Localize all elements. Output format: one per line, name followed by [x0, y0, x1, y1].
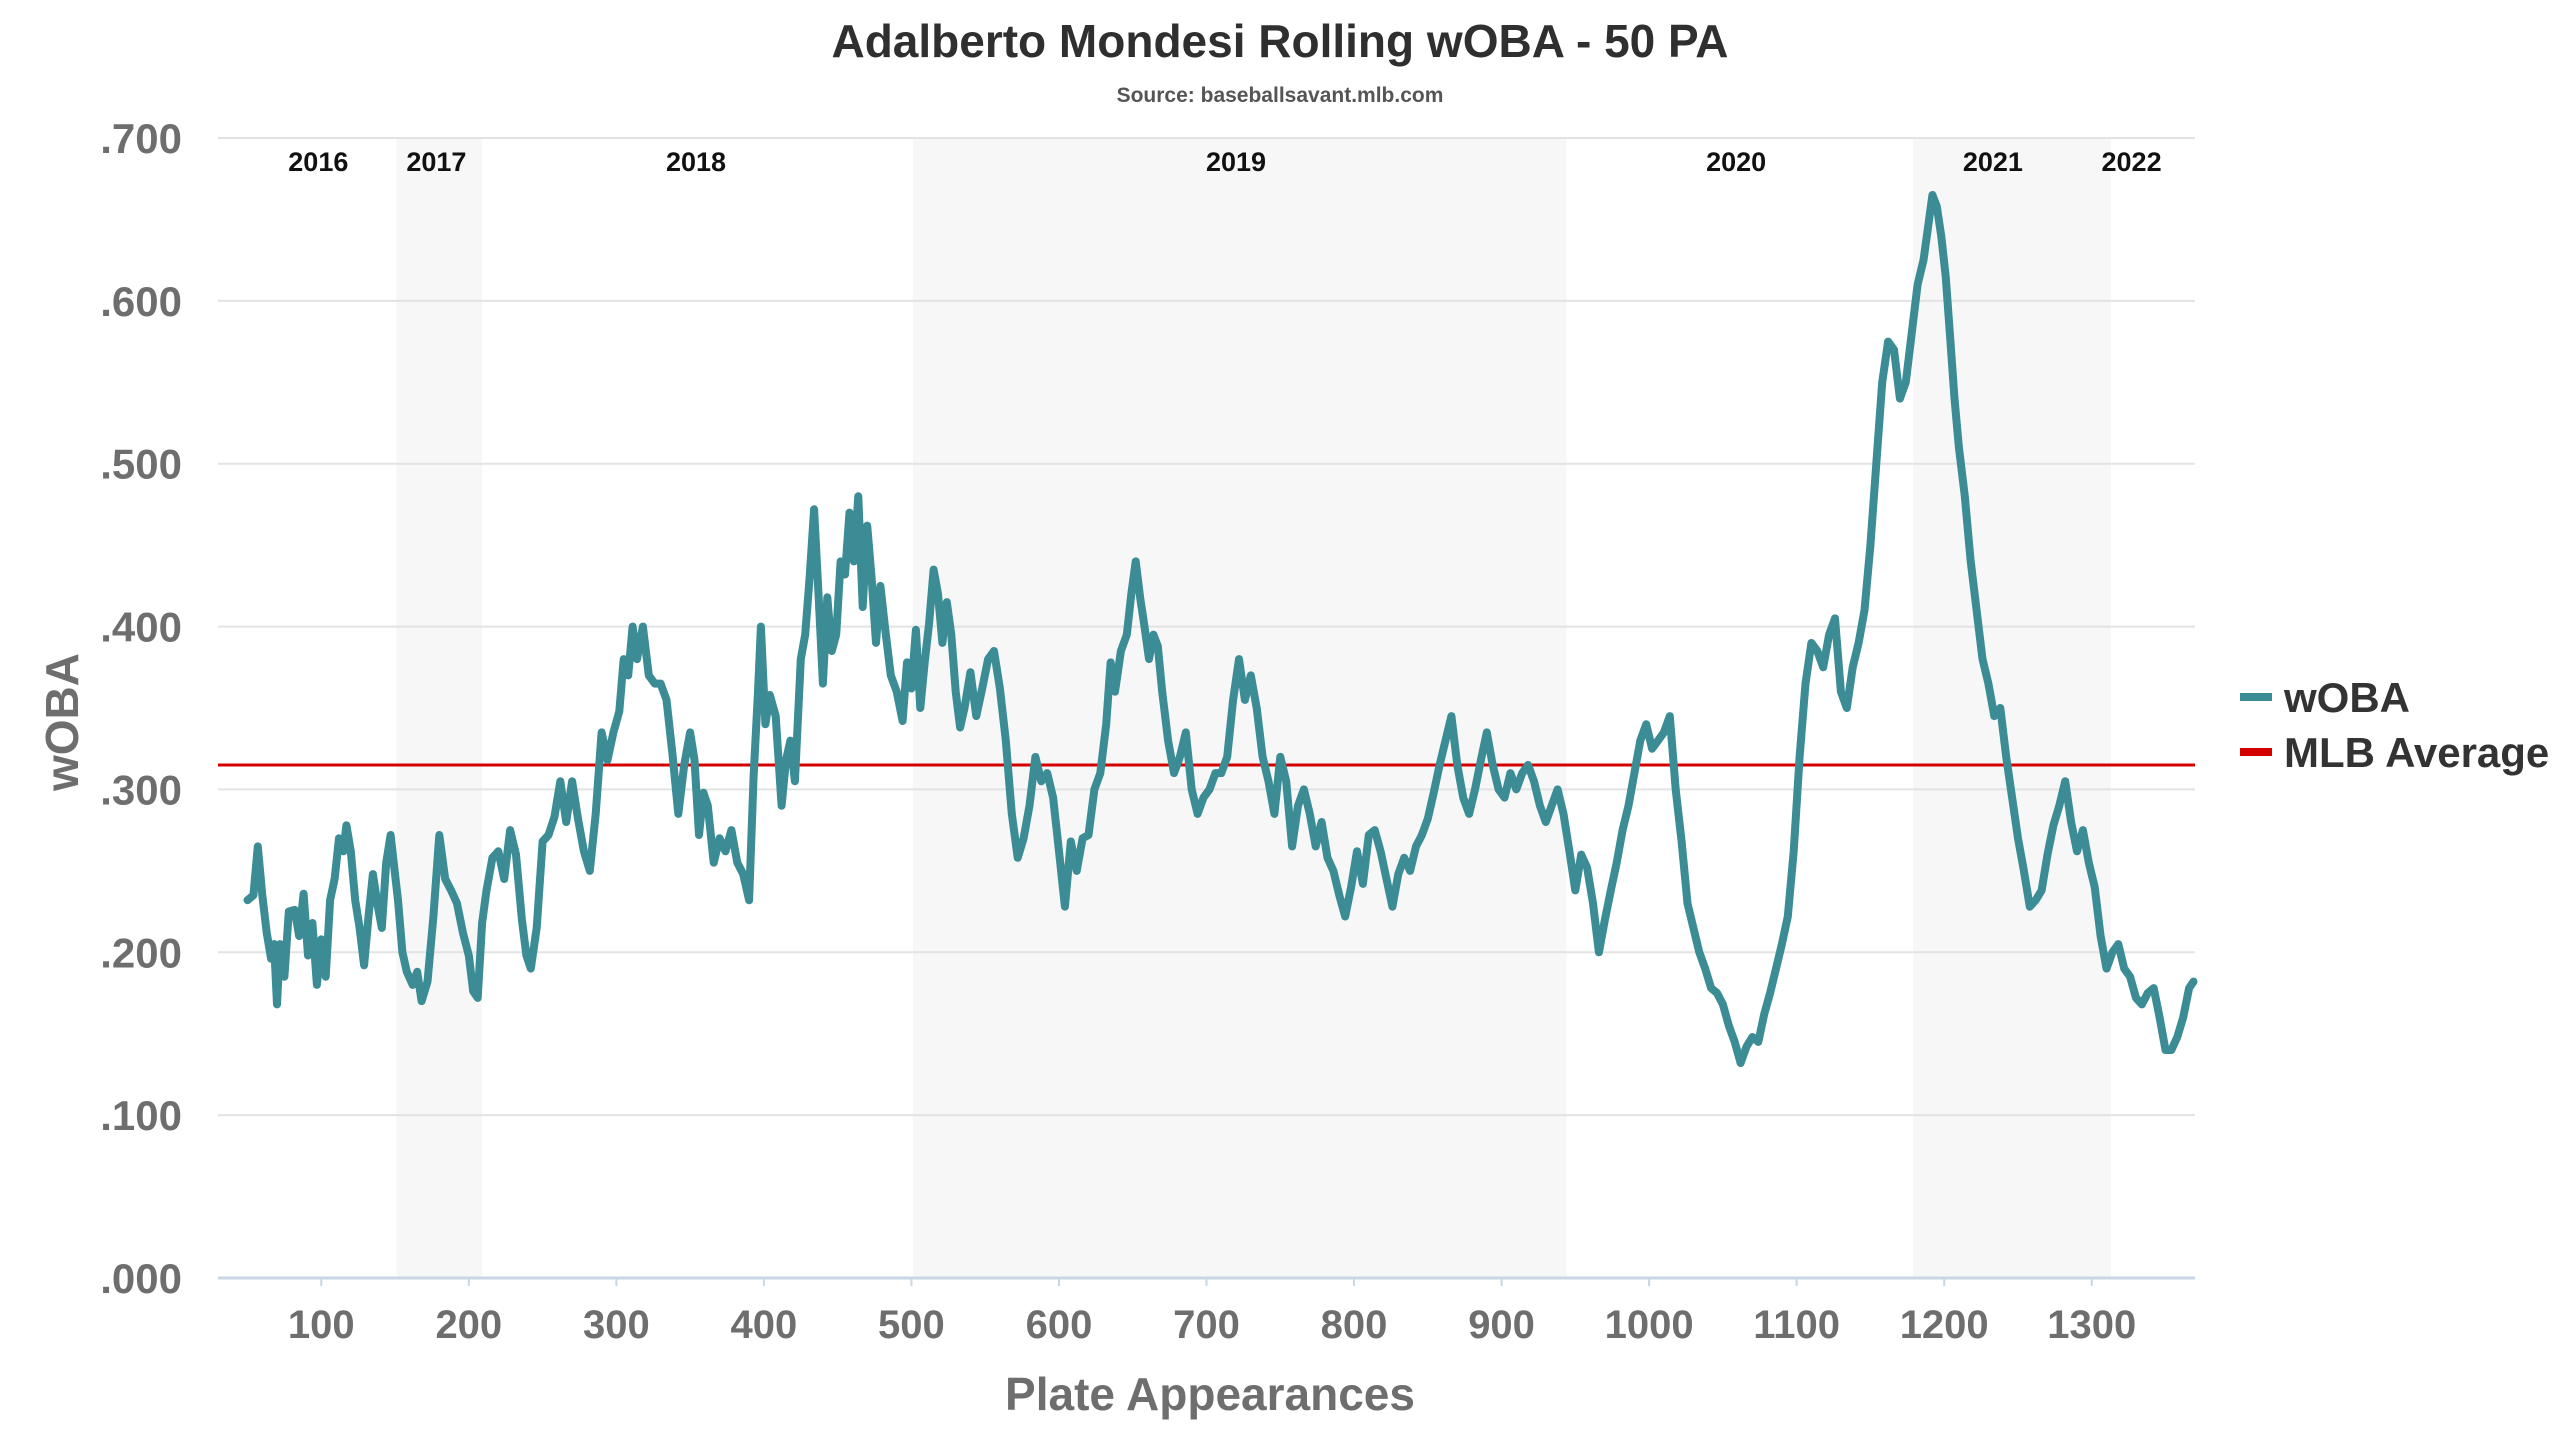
legend: wOBA MLB Average [2240, 674, 2549, 776]
season-label-2016: 2016 [288, 147, 348, 177]
x-tick-label: 700 [1173, 1303, 1240, 1347]
y-tick-label: .400 [100, 604, 182, 651]
season-band-2019 [912, 138, 1567, 1278]
season-label-2017: 2017 [406, 147, 466, 177]
x-tick-label: 100 [288, 1303, 355, 1347]
y-tick-label: .500 [100, 441, 182, 488]
season-label-2019: 2019 [1206, 147, 1266, 177]
season-labels: 2016 2017 2018 2019 2020 2021 2022 [288, 147, 2161, 177]
y-tick-label: .000 [100, 1255, 182, 1302]
x-tick-label: 200 [435, 1303, 502, 1347]
legend-mlb-average-label: MLB Average [2284, 729, 2549, 776]
season-label-2020: 2020 [1706, 147, 1766, 177]
y-axis-title: wOBA [36, 653, 88, 792]
x-tick-label: 600 [1026, 1303, 1093, 1347]
x-tick-label: 800 [1321, 1303, 1388, 1347]
y-axis-ticks: .000 .100 .200 .300 .400 .500 .600 .700 [100, 115, 182, 1302]
season-bands [396, 138, 2111, 1278]
y-tick-label: .300 [100, 766, 182, 813]
x-tick-label: 1000 [1605, 1303, 1694, 1347]
x-tick-label: 1300 [2047, 1303, 2136, 1347]
x-tick-label: 400 [731, 1303, 798, 1347]
season-label-2021: 2021 [1963, 147, 2023, 177]
y-tick-label: .100 [100, 1092, 182, 1139]
chart-subtitle: Source: baseballsavant.mlb.com [1116, 84, 1444, 107]
season-label-2022: 2022 [2102, 147, 2162, 177]
season-band-2017 [396, 138, 483, 1278]
season-band-2021 [1913, 138, 2111, 1278]
y-tick-label: .200 [100, 929, 182, 976]
x-axis-ticks: 100 200 300 400 500 600 700 800 900 1000 1100 1200 1… [288, 1278, 2136, 1347]
season-label-2018: 2018 [666, 147, 726, 177]
x-tick-label: 500 [878, 1303, 945, 1347]
x-tick-label: 300 [583, 1303, 650, 1347]
x-tick-label: 1200 [1900, 1303, 1989, 1347]
x-axis-title: Plate Appearances [1005, 1368, 1415, 1420]
x-tick-label: 1100 [1753, 1303, 1840, 1347]
y-tick-label: .600 [100, 278, 182, 325]
legend-woba-label: wOBA [2283, 674, 2410, 721]
chart-title: Adalberto Mondesi Rolling wOBA - 50 PA [831, 15, 1729, 67]
y-tick-label: .700 [100, 115, 182, 162]
woba-series-line [243, 191, 2198, 1067]
x-tick-label: 900 [1468, 1303, 1535, 1347]
